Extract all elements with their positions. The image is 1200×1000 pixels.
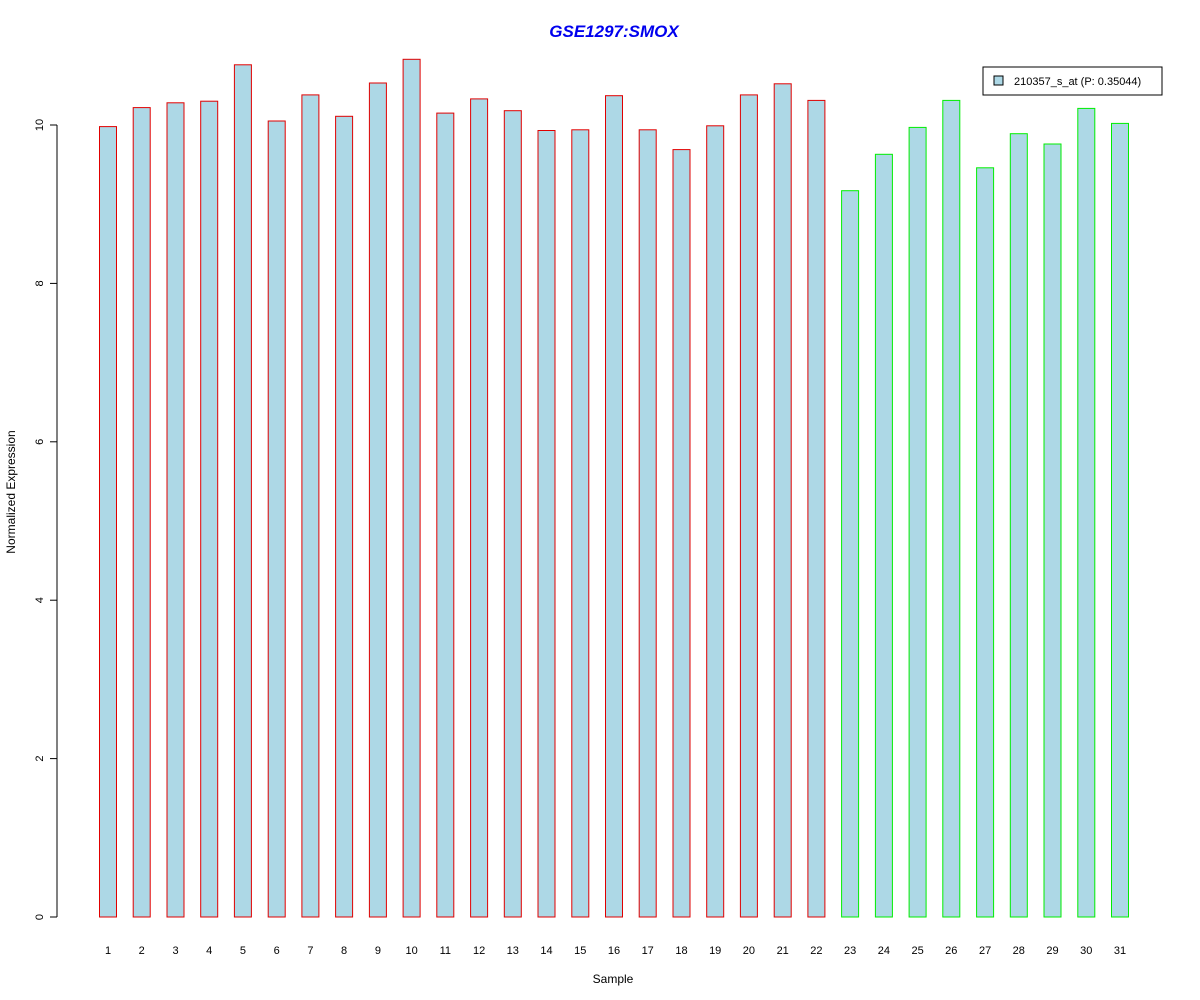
bar-sample-15 bbox=[571, 129, 590, 918]
bar-sample-2 bbox=[132, 107, 151, 918]
x-tick-label: 7 bbox=[307, 945, 313, 957]
bar-sample-24 bbox=[874, 153, 893, 918]
x-tick-label: 2 bbox=[139, 945, 145, 957]
bar-sample-26 bbox=[942, 99, 961, 918]
x-tick-label: 25 bbox=[911, 945, 923, 957]
bar-sample-7 bbox=[301, 94, 320, 918]
x-tick-label: 6 bbox=[274, 945, 280, 957]
x-tick-label: 28 bbox=[1013, 945, 1025, 957]
y-tick-label: 2 bbox=[34, 756, 46, 762]
x-tick-label: 14 bbox=[540, 945, 552, 957]
y-tick-label: 0 bbox=[34, 914, 46, 920]
bar-sample-17 bbox=[638, 129, 657, 918]
x-tick-label: 4 bbox=[206, 945, 212, 957]
bar-sample-20 bbox=[739, 94, 758, 918]
x-tick-label: 3 bbox=[172, 945, 178, 957]
x-tick-label: 20 bbox=[743, 945, 755, 957]
bars-group bbox=[99, 58, 1129, 918]
bar-sample-9 bbox=[368, 82, 387, 918]
bar-sample-11 bbox=[436, 112, 455, 918]
bar-sample-1 bbox=[99, 126, 117, 918]
x-tick-label: 8 bbox=[341, 945, 347, 957]
legend: 210357_s_at (P: 0.35044) bbox=[982, 66, 1163, 96]
y-axis-label: Normalized Expression bbox=[4, 430, 18, 553]
x-tick-label: 19 bbox=[709, 945, 721, 957]
x-tick-label: 12 bbox=[473, 945, 485, 957]
bar-sample-4 bbox=[200, 100, 219, 918]
x-tick-label: 29 bbox=[1046, 945, 1058, 957]
x-tick-label: 13 bbox=[507, 945, 519, 957]
legend-box bbox=[982, 66, 1163, 96]
x-tick-label: 17 bbox=[642, 945, 654, 957]
x-tick-label: 18 bbox=[675, 945, 687, 957]
bar-sample-16 bbox=[605, 95, 623, 918]
chart-title: GSE1297:SMOX bbox=[549, 22, 680, 41]
bar-sample-13 bbox=[503, 110, 522, 918]
y-tick-label: 8 bbox=[34, 280, 46, 286]
x-tick-label: 26 bbox=[945, 945, 957, 957]
bar-sample-14 bbox=[537, 130, 556, 918]
x-tick-label: 9 bbox=[375, 945, 381, 957]
y-tick-label: 4 bbox=[34, 597, 46, 603]
bar-sample-5 bbox=[233, 64, 252, 918]
x-tick-label: 30 bbox=[1080, 945, 1092, 957]
bar-sample-30 bbox=[1077, 107, 1096, 918]
legend-label: 210357_s_at (P: 0.35044) bbox=[1014, 76, 1141, 88]
x-tick-label: 24 bbox=[878, 945, 890, 957]
bar-sample-28 bbox=[1009, 133, 1028, 918]
x-tick-label: 11 bbox=[440, 945, 451, 957]
x-tick-label: 22 bbox=[810, 945, 822, 957]
bar-sample-3 bbox=[166, 102, 185, 918]
x-tick-label: 21 bbox=[777, 945, 789, 957]
bar-sample-8 bbox=[335, 115, 354, 918]
y-tick-label: 6 bbox=[34, 439, 46, 445]
x-tick-label: 16 bbox=[608, 945, 620, 957]
x-tick-label: 31 bbox=[1114, 945, 1126, 957]
bar-sample-18 bbox=[672, 149, 691, 918]
bar-sample-25 bbox=[908, 126, 927, 918]
bar-sample-29 bbox=[1043, 143, 1062, 918]
bar-sample-19 bbox=[706, 125, 725, 918]
bar-sample-12 bbox=[470, 98, 489, 918]
x-axis-label: Sample bbox=[593, 972, 634, 986]
bar-sample-6 bbox=[267, 120, 286, 918]
legend-swatch bbox=[993, 75, 1004, 86]
x-tick-label: 23 bbox=[844, 945, 856, 957]
bar-sample-22 bbox=[807, 99, 826, 918]
x-tick-label: 10 bbox=[405, 945, 417, 957]
bar-sample-10 bbox=[402, 58, 421, 918]
bar-sample-23 bbox=[841, 190, 860, 918]
bar-sample-27 bbox=[976, 167, 995, 918]
x-tick-label: 1 bbox=[105, 945, 111, 957]
y-axis: 0 2 4 6 8 10 bbox=[34, 119, 58, 920]
bar-sample-21 bbox=[773, 83, 792, 918]
bar-sample-31 bbox=[1111, 122, 1129, 918]
x-tick-label: 27 bbox=[979, 945, 991, 957]
y-tick-label: 10 bbox=[34, 119, 46, 131]
x-tick-label: 5 bbox=[240, 945, 246, 957]
x-tick-label: 15 bbox=[574, 945, 586, 957]
x-tick-labels: 1 2 3 4 5 6 7 8 9 10 11 12 13 14 15 16 17 18 19 20 21 22 23 24 2… bbox=[105, 945, 1126, 957]
